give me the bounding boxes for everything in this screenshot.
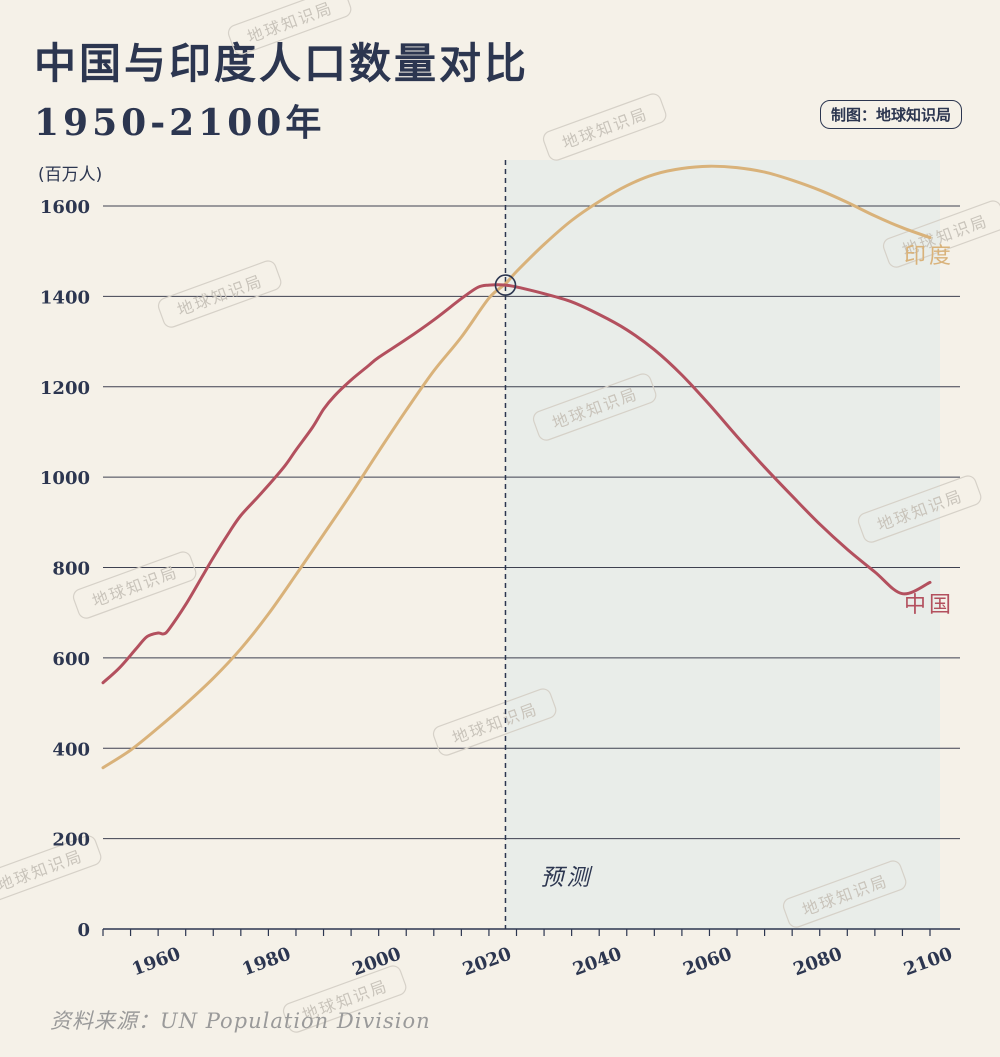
x-tick-label: 2040 — [570, 943, 624, 980]
watermark-text: 地球知识局 — [0, 846, 86, 895]
y-tick-label: 200 — [52, 830, 90, 851]
y-tick-label: 1400 — [40, 287, 90, 308]
x-tick-label: 1960 — [129, 943, 183, 980]
series-label-china: 中国 — [904, 593, 954, 618]
y-tick-label: 0 — [77, 920, 90, 941]
x-axis: 1960 1980 2000 2020 2040 2060 2080 2100 — [102, 928, 960, 980]
gridlines — [103, 205, 960, 840]
series-line-china — [101, 283, 932, 685]
x-tick-label: 2000 — [350, 943, 404, 980]
watermark: 地球知识局 — [542, 93, 667, 161]
watermark-frame — [282, 965, 407, 1033]
y-tick-label: 1000 — [40, 468, 90, 489]
crossover-marker — [494, 274, 517, 296]
series-lines — [101, 164, 932, 770]
forecast-label: 预测 — [540, 865, 593, 891]
y-tick-label: 1200 — [40, 378, 90, 399]
watermark-frame — [0, 835, 102, 903]
x-tick-label: 2020 — [460, 943, 514, 980]
x-tick-label: 2100 — [901, 943, 955, 980]
watermark-frame — [157, 260, 282, 328]
y-tick-label: 1600 — [40, 197, 90, 218]
y-tick-label: 800 — [52, 559, 90, 580]
watermark-frame — [857, 475, 982, 543]
forecast-region — [505, 160, 940, 929]
watermark-frame — [782, 860, 907, 928]
x-tick-label: 2080 — [791, 943, 845, 980]
watermark-frame — [532, 373, 657, 441]
credit-badge: 制图：地球知识局 — [819, 100, 962, 129]
watermark-frame — [432, 688, 557, 756]
chart-title: 中国与印度人口数量对比 — [34, 39, 530, 88]
data-source: 资料来源：UN Population Division — [50, 1009, 431, 1033]
watermark-frame — [227, 0, 352, 55]
x-tick-label: 1980 — [239, 943, 293, 980]
watermark: 地球知识局 — [72, 551, 197, 619]
watermark-frame — [882, 200, 1000, 268]
chart-subtitle: 1950-2100年 — [34, 102, 326, 144]
series-label-india: 印度 — [904, 244, 954, 269]
watermark-text: 地球知识局 — [245, 0, 336, 47]
watermark-frame — [72, 551, 197, 619]
watermark: 地球知识局 — [227, 0, 352, 55]
watermark: 地球知识局 — [157, 260, 282, 328]
x-tick-label: 2060 — [680, 943, 734, 980]
series-line-india — [101, 164, 932, 770]
y-axis-ticks: 0 200 400 600 800 1000 1200 1400 1600 — [40, 197, 90, 941]
y-tick-label: 600 — [52, 649, 90, 670]
y-tick-label: 400 — [52, 739, 90, 760]
y-axis-unit-label: (百万人) — [38, 165, 102, 185]
watermark-frame — [542, 93, 667, 161]
